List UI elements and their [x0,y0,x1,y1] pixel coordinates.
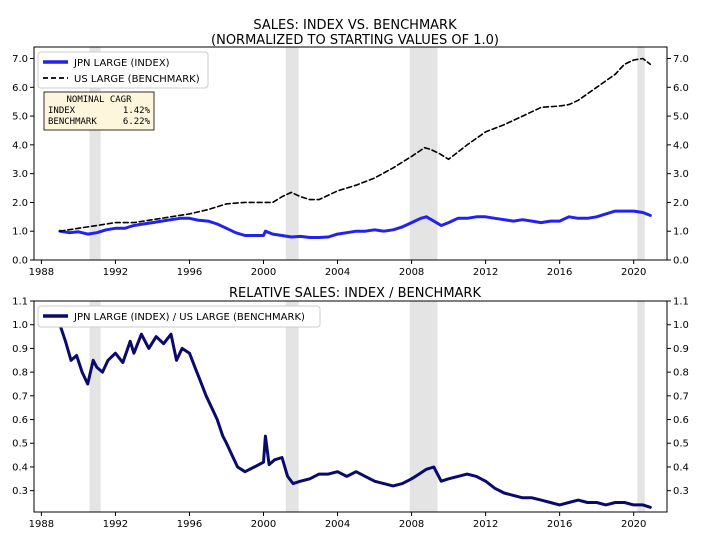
y-tick-label-right: 1.1 [673,297,689,308]
legend-label-benchmark: US LARGE (BENCHMARK) [74,74,200,85]
x-tick-label: 2004 [325,267,350,278]
recession-band-3 [637,301,645,512]
x-tick-label: 1988 [29,267,54,278]
x-tick-label: 2012 [473,519,498,530]
x-tick-label: 2000 [251,267,276,278]
y-tick-label-right: 2.0 [673,198,689,209]
y-tick-label-right: 0.7 [673,391,689,402]
y-tick-label-right: 0.3 [673,486,689,497]
recession-band-0 [89,47,101,260]
x-tick-label: 2020 [621,267,646,278]
cagr-title: NOMINAL CAGR [66,95,132,105]
y-tick-label-right: 0.4 [673,462,689,473]
x-tick-label: 1992 [103,267,128,278]
cagr-value-benchmark: 6.22% [123,117,151,127]
y-tick-label-right: 0.6 [673,415,689,426]
y-tick-label-left: 2.0 [12,198,28,209]
y-tick-label-left: 0.6 [12,415,28,426]
top-legend: JPN LARGE (INDEX) US LARGE (BENCHMARK) [37,51,209,89]
y-tick-label-right: 5.0 [673,112,689,123]
cagr-label-benchmark: BENCHMARK [48,117,97,127]
y-tick-label-right: 1.0 [673,227,689,238]
y-tick-label-right: 0.5 [673,439,689,450]
y-tick-label-right: 0.8 [673,368,689,379]
x-tick-label: 1996 [177,519,202,530]
x-tick-label: 1988 [29,519,54,530]
y-tick-label-left: 1.1 [12,297,28,308]
y-tick-label-right: 3.0 [673,169,689,180]
x-tick-label: 2008 [399,519,424,530]
y-tick-label-left: 0.3 [12,486,28,497]
recession-band-0 [89,301,101,512]
x-tick-label: 2016 [547,267,572,278]
top-plot-frame [33,46,668,261]
y-tick-label-left: 5.0 [12,112,28,123]
bottom-chart-panel: RELATIVE SALES: INDEX / BENCHMARK 1988 19… [12,286,689,530]
legend-label-relative: JPN LARGE (INDEX) / US LARGE (BENCHMARK) [73,312,305,323]
y-tick-label-left: 0.0 [12,256,28,267]
bottom-chart-title: RELATIVE SALES: INDEX / BENCHMARK [229,286,481,301]
y-tick-label-right: 6.0 [673,83,689,94]
x-tick-label: 2000 [251,519,276,530]
recession-band-1 [285,301,299,512]
y-tick-label-left: 0.5 [12,439,28,450]
series-line-0 [58,209,652,239]
y-tick-label-left: 0.4 [12,462,28,473]
recession-band-3 [637,47,645,260]
y-tick-label-right: 0.0 [673,256,689,267]
y-tick-label-right: 1.0 [673,320,689,331]
bottom-legend: JPN LARGE (INDEX) / US LARGE (BENCHMARK) [37,305,321,328]
cagr-label-index: INDEX [48,106,76,116]
x-tick-label: 2020 [621,519,646,530]
y-tick-label-left: 1.0 [12,320,28,331]
series-line-1 [59,57,652,232]
x-tick-label: 2004 [325,519,350,530]
recession-band-1 [285,47,299,260]
y-tick-label-left: 0.8 [12,368,28,379]
bottom-plot-frame [33,300,668,513]
y-tick-label-right: 4.0 [673,140,689,151]
x-tick-label: 2016 [547,519,572,530]
recession-band-2 [409,47,438,260]
x-tick-label: 1992 [103,519,128,530]
top-chart-panel: SALES: INDEX VS. BENCHMARK (NORMALIZED T… [12,18,689,278]
recession-band-2 [409,301,438,512]
y-tick-label-left: 0.7 [12,391,28,402]
top-chart-title: SALES: INDEX VS. BENCHMARK [253,18,457,33]
cagr-value-index: 1.42% [123,106,151,116]
series-line-0 [58,323,652,509]
legend-label-index: JPN LARGE (INDEX) [73,58,170,69]
cagr-annotation-box: NOMINAL CAGR INDEX 1.42% BENCHMARK 6.22% [43,91,155,131]
y-tick-label-left: 4.0 [12,140,28,151]
y-tick-label-left: 7.0 [12,54,28,65]
y-tick-label-left: 6.0 [12,83,28,94]
x-tick-label: 1996 [177,267,202,278]
y-tick-label-left: 0.9 [12,344,28,355]
y-tick-label-right: 0.9 [673,344,689,355]
y-tick-label-left: 3.0 [12,169,28,180]
x-tick-label: 2012 [473,267,498,278]
top-chart-subtitle: (NORMALIZED TO STARTING VALUES OF 1.0) [211,33,499,48]
y-tick-label-right: 7.0 [673,54,689,65]
y-tick-label-left: 1.0 [12,227,28,238]
x-tick-label: 2008 [399,267,424,278]
